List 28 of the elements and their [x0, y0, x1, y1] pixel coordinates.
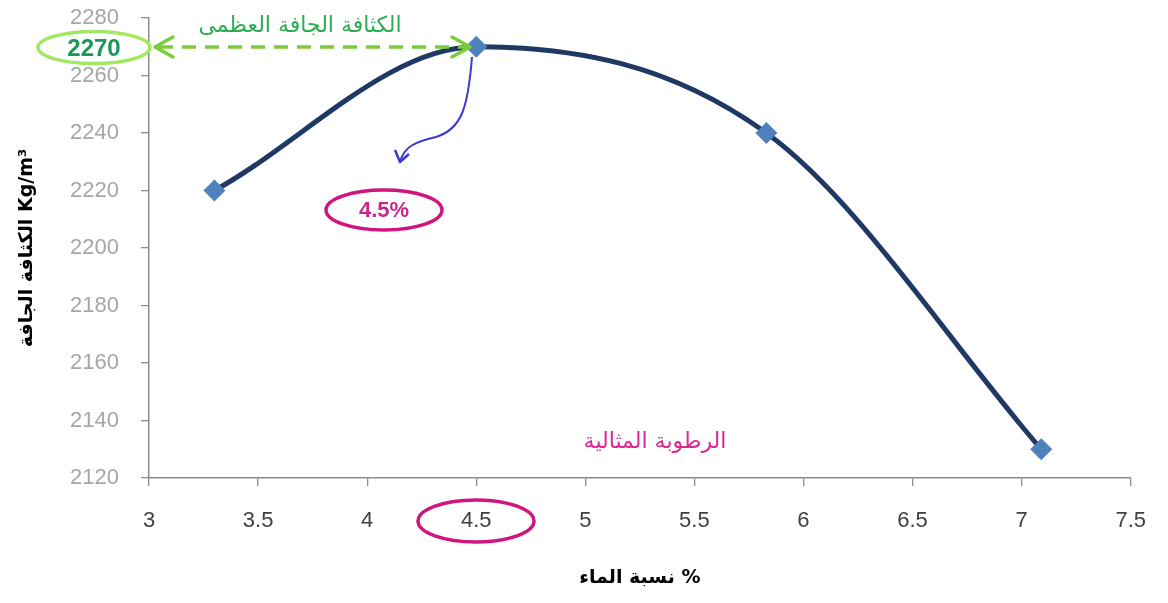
annotation: الرطوبة المثالية	[583, 427, 727, 453]
annotation: 4.5%	[358, 197, 410, 223]
x-tick-label: 5	[579, 507, 592, 533]
y-axis-title: الكثافة الجافة Kg/m³	[14, 148, 37, 348]
x-tick-label: 4.5	[460, 507, 492, 533]
y-tick-label: 2160	[70, 349, 119, 375]
y-tick-label: 2280	[70, 4, 119, 30]
x-axis-title: نسبة الماء %	[579, 564, 701, 587]
point	[755, 122, 778, 144]
x-tick-label: 4	[361, 507, 374, 533]
text: 2270	[67, 33, 121, 62]
x-tick-label: 3.5	[242, 507, 274, 533]
x-tick-label: 7	[1015, 507, 1028, 533]
y-tick-label: 2220	[70, 176, 119, 202]
x-tick-label: 7.5	[1115, 507, 1147, 533]
point	[203, 179, 226, 202]
annotation: الكثافة الجافة العظمى	[198, 11, 402, 37]
y-tick-label: 2120	[70, 464, 119, 490]
x-tick-label: 3	[142, 507, 156, 533]
x-tick-label: 5.5	[679, 507, 710, 533]
x-tick-label: 6.5	[897, 507, 928, 533]
point	[1030, 438, 1053, 461]
y-tick-label: 2140	[70, 406, 119, 432]
y-tick-label: 2260	[70, 61, 119, 87]
y-tick-label: 2200	[70, 234, 119, 260]
y-tick-label: 2180	[70, 291, 119, 317]
x-tick-label: 6	[797, 507, 810, 533]
y-tick-label: 2240	[70, 119, 119, 145]
